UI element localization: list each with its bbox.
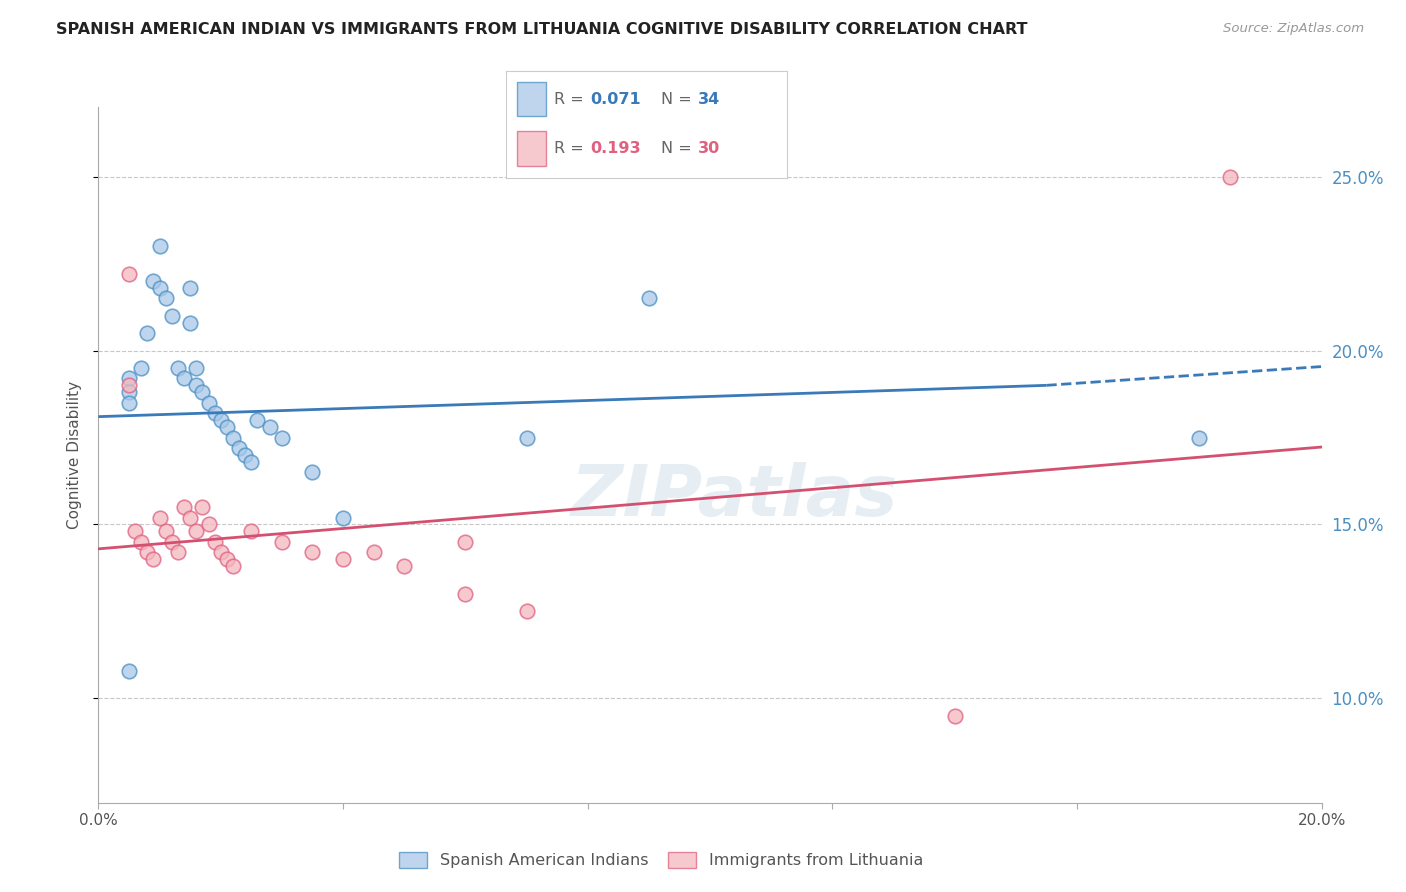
Point <box>363 545 385 559</box>
Point <box>173 371 195 385</box>
Point <box>209 545 232 559</box>
Point <box>516 605 538 619</box>
Point <box>270 431 292 445</box>
Point <box>392 559 416 574</box>
Point <box>270 535 292 549</box>
Point <box>191 500 214 514</box>
Point <box>332 552 354 566</box>
Point <box>191 385 214 400</box>
Point <box>118 396 141 410</box>
Point <box>332 510 354 524</box>
Text: 34: 34 <box>697 92 720 107</box>
Point <box>197 517 219 532</box>
Point <box>1219 169 1241 184</box>
Legend: Spanish American Indians, Immigrants from Lithuania: Spanish American Indians, Immigrants fro… <box>392 846 929 875</box>
Point <box>160 535 183 549</box>
Point <box>179 510 201 524</box>
Point <box>215 552 238 566</box>
Point <box>637 291 661 305</box>
Point <box>167 360 190 375</box>
Y-axis label: Cognitive Disability: Cognitive Disability <box>67 381 83 529</box>
Point <box>222 431 245 445</box>
Text: R =: R = <box>554 92 589 107</box>
Point <box>204 406 226 420</box>
Point <box>149 510 172 524</box>
Point <box>129 535 152 549</box>
Text: 0.193: 0.193 <box>591 141 641 156</box>
Point <box>186 378 208 392</box>
Text: Source: ZipAtlas.com: Source: ZipAtlas.com <box>1223 22 1364 36</box>
Text: 30: 30 <box>697 141 720 156</box>
Point <box>186 524 208 539</box>
Point <box>228 441 250 455</box>
Point <box>179 316 201 330</box>
Text: 0.071: 0.071 <box>591 92 641 107</box>
Bar <box>517 82 546 116</box>
Point <box>204 535 226 549</box>
Point <box>118 664 141 678</box>
Point <box>186 360 208 375</box>
Point <box>155 291 177 305</box>
Point <box>301 466 323 480</box>
Point <box>197 396 219 410</box>
Point <box>301 545 323 559</box>
Point <box>118 371 141 385</box>
Point <box>259 420 281 434</box>
Point <box>240 524 263 539</box>
Point <box>160 309 183 323</box>
Point <box>118 378 141 392</box>
Point <box>136 326 159 341</box>
Point <box>233 448 256 462</box>
Point <box>1188 431 1211 445</box>
Point <box>149 281 172 295</box>
Point <box>179 281 201 295</box>
Point <box>516 431 538 445</box>
Point <box>943 708 966 723</box>
Point <box>149 239 172 253</box>
Text: N =: N = <box>661 92 697 107</box>
Point <box>215 420 238 434</box>
Point <box>136 545 159 559</box>
Point <box>209 413 232 427</box>
Point <box>454 535 477 549</box>
Point <box>240 455 263 469</box>
Text: R =: R = <box>554 141 589 156</box>
Point <box>129 360 152 375</box>
Point <box>142 274 165 288</box>
Bar <box>517 131 546 166</box>
Text: N =: N = <box>661 141 697 156</box>
Point <box>155 524 177 539</box>
Text: SPANISH AMERICAN INDIAN VS IMMIGRANTS FROM LITHUANIA COGNITIVE DISABILITY CORREL: SPANISH AMERICAN INDIAN VS IMMIGRANTS FR… <box>56 22 1028 37</box>
Point <box>454 587 477 601</box>
Point <box>167 545 190 559</box>
Point <box>142 552 165 566</box>
Point <box>222 559 245 574</box>
Point <box>124 524 146 539</box>
Point <box>246 413 269 427</box>
Point <box>118 267 141 281</box>
Point <box>118 385 141 400</box>
Text: ZIPatlas: ZIPatlas <box>571 462 898 531</box>
Point <box>173 500 195 514</box>
